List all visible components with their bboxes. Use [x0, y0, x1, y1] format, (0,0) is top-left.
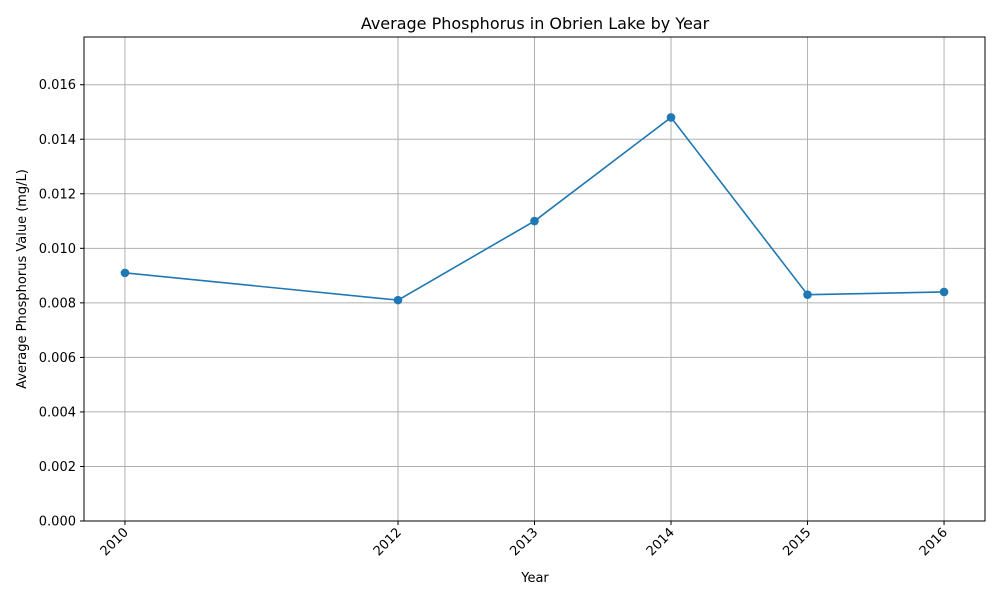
data-point-marker [803, 290, 812, 299]
y-tick-label: 0.006 [39, 351, 76, 366]
y-tick-label: 0.010 [39, 242, 76, 257]
data-point-marker [393, 295, 403, 305]
chart-title: Average Phosphorus in Obrien Lake by Yea… [361, 14, 710, 33]
series-line [124, 116, 945, 301]
y-axis-title: Average Phosphorus Value (mg/L) [15, 169, 30, 389]
data-point-marker [120, 268, 130, 278]
y-tick-label: 0.008 [39, 296, 76, 311]
y-tick-label: 0.004 [39, 405, 76, 420]
y-tick-label: 0.012 [39, 187, 76, 202]
series-layer [120, 113, 949, 305]
y-tick-label: 0.016 [39, 78, 76, 93]
y-tick-label: 0.000 [39, 515, 76, 530]
grid-layer [84, 37, 985, 522]
data-point-marker [666, 113, 676, 122]
y-tick-label: 0.014 [39, 133, 76, 148]
x-axis-title: Year [520, 571, 549, 586]
data-point-marker [530, 216, 539, 226]
y-tick-label: 0.002 [39, 460, 76, 475]
data-point-marker [939, 287, 949, 297]
